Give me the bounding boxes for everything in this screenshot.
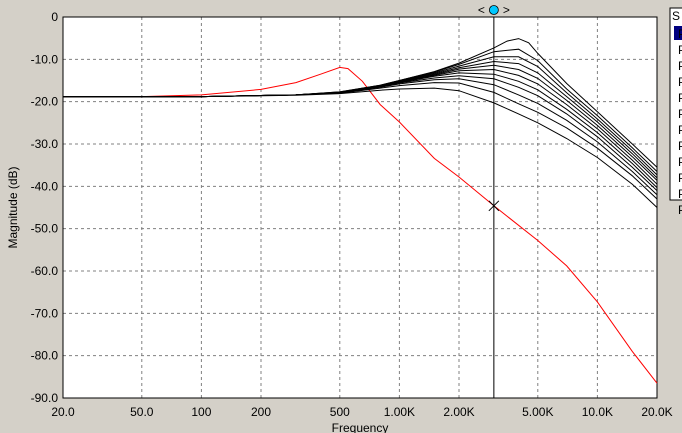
legend-entry[interactable]: P <box>678 123 682 137</box>
y-axis-label: Magnitude (dB) <box>6 166 20 248</box>
y-tick-label: -80.0 <box>31 349 59 363</box>
x-tick-labels: 20.0 50.0 100 200 500 1.00K 2.00K 5.00K 10.0K 20.… <box>51 405 672 419</box>
legend-entry[interactable]: P <box>678 43 682 57</box>
plot-area[interactable] <box>63 17 657 398</box>
series-line-0 <box>63 66 658 384</box>
cursor-marker <box>488 200 500 212</box>
legend-panel: SPPPPPPPPPPPP <box>669 7 682 217</box>
legend-entry[interactable]: P <box>678 27 682 41</box>
y-tick-label: -20.0 <box>31 95 59 109</box>
y-tick-label: -10.0 <box>31 52 59 66</box>
x-tick-label: 2.00K <box>443 405 474 419</box>
legend-entry[interactable]: P <box>678 139 682 153</box>
x-tick-label: 500 <box>330 405 350 419</box>
y-tick-label: -70.0 <box>31 306 59 320</box>
legend-box <box>669 7 682 201</box>
y-tick-label: -40.0 <box>31 179 59 193</box>
x-tick-label: 50.0 <box>130 405 154 419</box>
x-tick-label: 10.0K <box>582 405 613 419</box>
x-tick-label: 100 <box>191 405 211 419</box>
legend-entry[interactable]: P <box>678 91 682 105</box>
x-axis-label: Frequency <box>332 421 389 433</box>
y-tick-labels: 0 -10.0 -20.0 -30.0 -40.0 -50.0 -60.0 -70.0 -80.… <box>31 10 59 405</box>
legend-header: S <box>672 9 680 23</box>
y-tick-label: 0 <box>51 10 58 24</box>
x-tick-label: 200 <box>251 405 271 419</box>
legend-entry[interactable]: P <box>678 203 682 217</box>
legend-selection <box>674 26 682 40</box>
y-tick-label: -60.0 <box>31 264 59 278</box>
x-tick-label: 1.00K <box>384 405 415 419</box>
x-tick-label: 20.0K <box>641 405 672 419</box>
y-tick-label: -30.0 <box>31 137 59 151</box>
legend-entry[interactable]: P <box>678 107 682 121</box>
legend-entry[interactable]: P <box>678 187 682 201</box>
y-tick-label: -50.0 <box>31 222 59 236</box>
cursor-handle[interactable] <box>488 5 499 15</box>
x-tick-label: 5.00K <box>522 405 553 419</box>
legend-entry[interactable]: P <box>678 171 682 185</box>
x-tick-label: 20.0 <box>51 405 75 419</box>
legend-entry[interactable]: P <box>678 75 682 89</box>
series-group <box>63 38 658 384</box>
legend-entry[interactable]: P <box>678 59 682 73</box>
legend-entry[interactable]: P <box>678 155 682 169</box>
y-tick-label: -90.0 <box>31 391 59 405</box>
